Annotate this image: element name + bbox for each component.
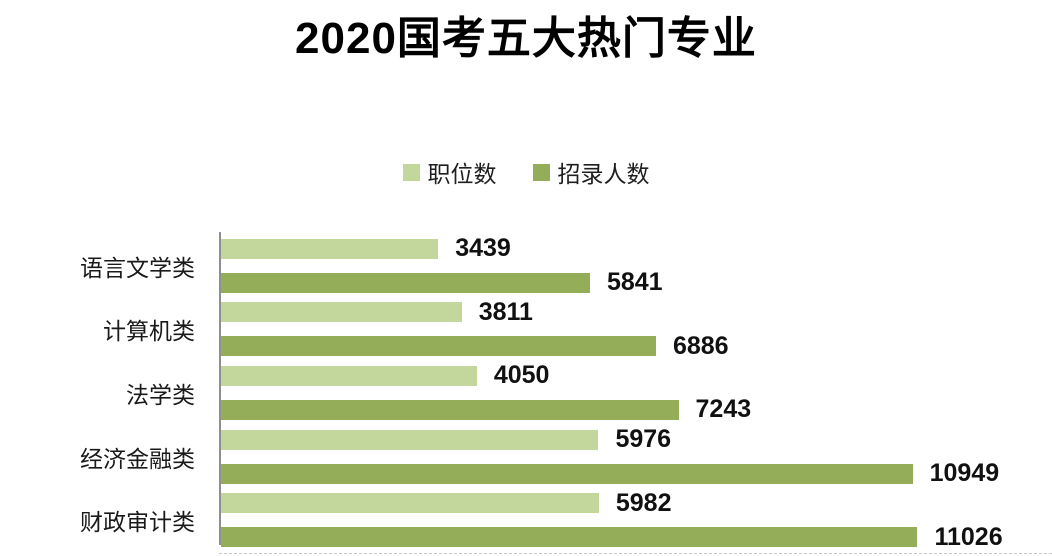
bar-line: 3439 [221,234,663,263]
value-label: 7243 [695,395,752,424]
value-label: 5982 [615,488,672,517]
category-row: 法学类 4050 7243 [0,361,1052,425]
bar-line: 3811 [221,298,729,327]
value-label: 5976 [615,425,672,454]
bar-line: 5982 [221,489,1003,518]
positions-bar [221,365,477,386]
positions-bar [221,429,599,450]
category-row: 经济金融类 5976 10949 [0,425,1052,489]
bar-line: 11026 [221,523,1003,552]
bar-pair: 4050 7243 [221,361,751,424]
legend-item-recruits: 招录人数 [532,155,650,189]
plot-area: 语言文学类 3439 5841 计算机类 3811 6886 法学类 4050 7243 经济金融… [0,232,1052,556]
bar-line: 5841 [221,268,663,297]
legend-item-positions: 职位数 [402,155,497,189]
value-label: 10949 [929,459,1000,488]
bar-pair: 3439 5841 [221,234,663,297]
bar-pair: 3811 6886 [221,298,729,361]
value-label: 4050 [493,361,550,390]
value-label: 6886 [672,331,729,360]
legend: 职位数 招录人数 [0,155,1052,189]
value-label: 3811 [478,297,533,326]
category-label: 语言文学类 [80,254,195,281]
recruits-bar [221,527,918,548]
positions-swatch-icon [402,163,420,181]
value-label: 3439 [455,234,511,263]
value-label: 5841 [606,268,663,297]
bar-pair: 5976 10949 [221,425,999,488]
legend-label-positions: 职位数 [427,161,497,187]
category-row: 财政审计类 5982 11026 [0,488,1052,552]
value-label: 11026 [934,522,1003,551]
bar-line: 10949 [221,459,999,488]
positions-bar [221,302,462,323]
recruits-bar [221,336,656,357]
category-label: 财政审计类 [80,509,195,536]
chart-title: 2020国考五大热门专业 [295,14,757,63]
bar-line: 5976 [221,425,999,454]
recruits-swatch-icon [532,163,550,181]
bar-line: 7243 [221,395,751,424]
recruits-bar [221,272,590,293]
category-label: 法学类 [126,381,195,408]
bar-line: 6886 [221,332,729,361]
recruits-bar [221,399,679,420]
category-row: 语言文学类 3439 5841 [0,234,1052,298]
bar-rows: 语言文学类 3439 5841 计算机类 3811 6886 法学类 4050 7243 经济金融… [0,234,1052,552]
positions-bar [221,493,599,514]
bottom-axis-line [219,553,1052,554]
bar-line: 4050 [221,361,751,390]
category-label: 经济金融类 [80,445,195,472]
bar-pair: 5982 11026 [221,489,1003,552]
category-row: 计算机类 3811 6886 [0,298,1052,362]
positions-bar [221,238,439,259]
recruits-bar [221,463,913,484]
category-axis-line [219,232,221,545]
legend-label-recruits: 招录人数 [557,161,650,187]
category-label: 计算机类 [103,318,195,345]
